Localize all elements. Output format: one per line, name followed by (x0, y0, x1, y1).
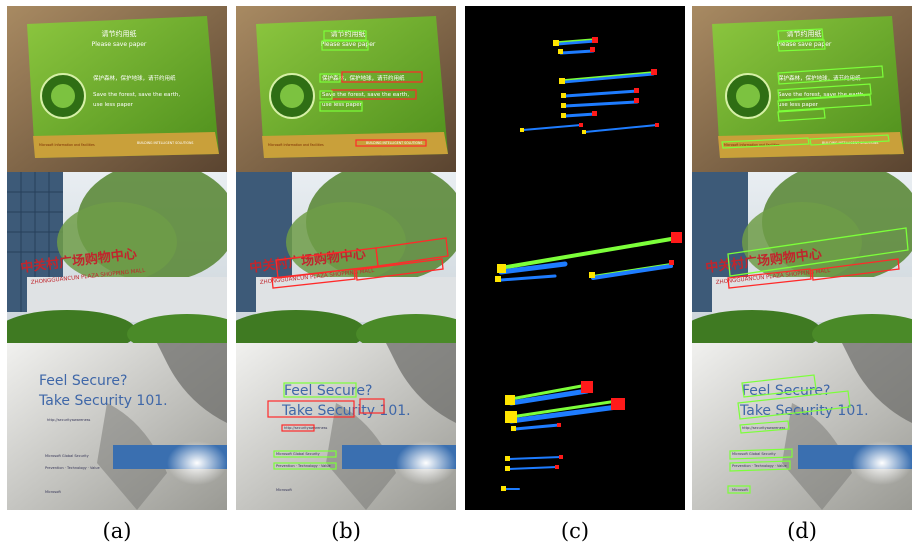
row1-d-svg: 请节约用纸 Please save paper 保护森林，保护地球，请节约用纸 … (692, 6, 912, 172)
poster-label1: Microsoft Global Security (732, 452, 776, 456)
poster-line1: Feel Secure? (742, 383, 830, 399)
sign-line-en1: Save the forest, save the earth, (93, 92, 180, 98)
row1-c-svg (465, 6, 685, 172)
sign-line-cn: 保护森林，保护地球，请节约用纸 (322, 74, 405, 82)
sign-line-en2: use less paper (322, 102, 363, 108)
row2-col-c-image (465, 172, 685, 343)
caption-c: (c) (560, 519, 590, 543)
text-line-segments (495, 232, 682, 282)
row2-d-svg: 中关村广场购物中心 ZHONGGUANCUN PLAZA SHOPPING MA… (692, 172, 912, 343)
row3-col-d-image: Feel Secure? Take Security 101. http://s… (692, 343, 912, 510)
detection-boxes (727, 227, 909, 289)
sign-title-cn: 请节约用纸 (331, 29, 366, 38)
row3-d-svg: Feel Secure? Take Security 101. http://s… (692, 343, 912, 510)
row2-b-svg: 中关村广场购物中心 ZHONGGUANCUN PLAZA SHOPPING MA… (236, 172, 456, 343)
sign-footer-left: Microsoft Information and Facilities (724, 143, 780, 147)
row1-col-a-image: 请节约用纸 Please save paper 保护森林，保护地球，请节约用纸 … (7, 6, 227, 172)
poster-logo: Microsoft (45, 490, 62, 494)
sign-title-en: Please save paper (777, 41, 832, 48)
row1-a-svg: 请节约用纸 Please save paper 保护森林，保护地球，请节约用纸 … (7, 6, 227, 172)
poster-label1: Microsoft Global Security (276, 452, 320, 456)
poster-label2: Prevention · Technology · Value (45, 466, 100, 470)
poster-line1: Feel Secure? (39, 373, 127, 389)
text-line-segments (520, 37, 659, 134)
poster-url: http://securityawareness (47, 418, 91, 422)
row3-col-b-image: Feel Secure? Take Security 101. http://s… (236, 343, 456, 510)
row2-a-svg: 中关村广场购物中心 ZHONGGUANCUN PLAZA SHOPPING MA… (7, 172, 227, 343)
sign-footer-left: Microsoft Information and Facilities (268, 143, 324, 147)
sign-footer-left: Microsoft Information and Facilities (39, 143, 95, 147)
sign-line-en2: use less paper (93, 102, 134, 108)
row2-col-a-image: 中关村广场购物中心 ZHONGGUANCUN PLAZA SHOPPING MA… (7, 172, 227, 343)
poster-logo: Microsoft (732, 488, 749, 492)
caption-d: (d) (787, 519, 817, 543)
caption-a: (a) (102, 519, 132, 543)
text-line-segments (501, 381, 625, 491)
poster-label2: Prevention · Technology · Value (732, 464, 787, 468)
row1-col-b-image: 请节约用纸 Please save paper 保护森林，保护地球，请节约用纸 … (236, 6, 456, 172)
detection-boxes (267, 382, 385, 470)
sign-line-cn: 保护森林，保护地球，请节约用纸 (93, 74, 176, 82)
poster-line1: Feel Secure? (284, 383, 372, 399)
sign-title-cn: 请节约用纸 (787, 29, 822, 38)
paper-sign-board (27, 16, 219, 158)
detection-boxes (727, 374, 851, 494)
sign-line-cn: 保护森林，保护地球，请节约用纸 (778, 74, 861, 82)
row3-c-svg (465, 343, 685, 510)
row1-b-svg: 请节约用纸 Please save paper 保护森林，保护地球，请节约用纸 … (236, 6, 456, 172)
poster-url: http://securityawareness (742, 426, 786, 430)
caption-b: (b) (331, 519, 361, 543)
row3-col-a-image: Feel Secure? Take Security 101. http://s… (7, 343, 227, 510)
poster-url: http://securityawareness (284, 426, 328, 430)
sign-line-en2: use less paper (778, 102, 819, 108)
detection-boxes (271, 237, 449, 289)
row2-col-d-image: 中关村广场购物中心 ZHONGGUANCUN PLAZA SHOPPING MA… (692, 172, 912, 343)
row3-b-svg: Feel Secure? Take Security 101. http://s… (236, 343, 456, 510)
sign-footer-right: BUILDING INTELLIGENT SOLUTIONS (137, 141, 193, 145)
row1-col-d-image: 请节约用纸 Please save paper 保护森林，保护地球，请节约用纸 … (692, 6, 912, 172)
sign-title-en: Please save paper (92, 41, 147, 48)
sign-line-en1: Save the forest, save the earth, (778, 92, 865, 98)
sign-title-cn: 请节约用纸 (102, 29, 137, 38)
sign-footer-right: BUILDING INTELLIGENT SOLUTIONS (366, 141, 422, 145)
row1-col-c-image (465, 6, 685, 172)
sign-title-en: Please save paper (321, 41, 376, 48)
poster-line2: Take Security 101. (281, 403, 411, 419)
poster-label2: Prevention · Technology · Value (276, 464, 331, 468)
row2-c-svg (465, 172, 685, 343)
poster-label1: Microsoft Global Security (45, 454, 89, 458)
row3-a-svg: Feel Secure? Take Security 101. http://s… (7, 343, 227, 510)
row2-col-b-image: 中关村广场购物中心 ZHONGGUANCUN PLAZA SHOPPING MA… (236, 172, 456, 343)
row3-col-c-image (465, 343, 685, 510)
poster-line2: Take Security 101. (38, 393, 168, 409)
sign-line-en1: Save the forest, save the earth, (322, 92, 409, 98)
detection-boxes (721, 28, 890, 149)
poster-logo: Microsoft (276, 488, 293, 492)
detection-boxes (319, 30, 427, 147)
